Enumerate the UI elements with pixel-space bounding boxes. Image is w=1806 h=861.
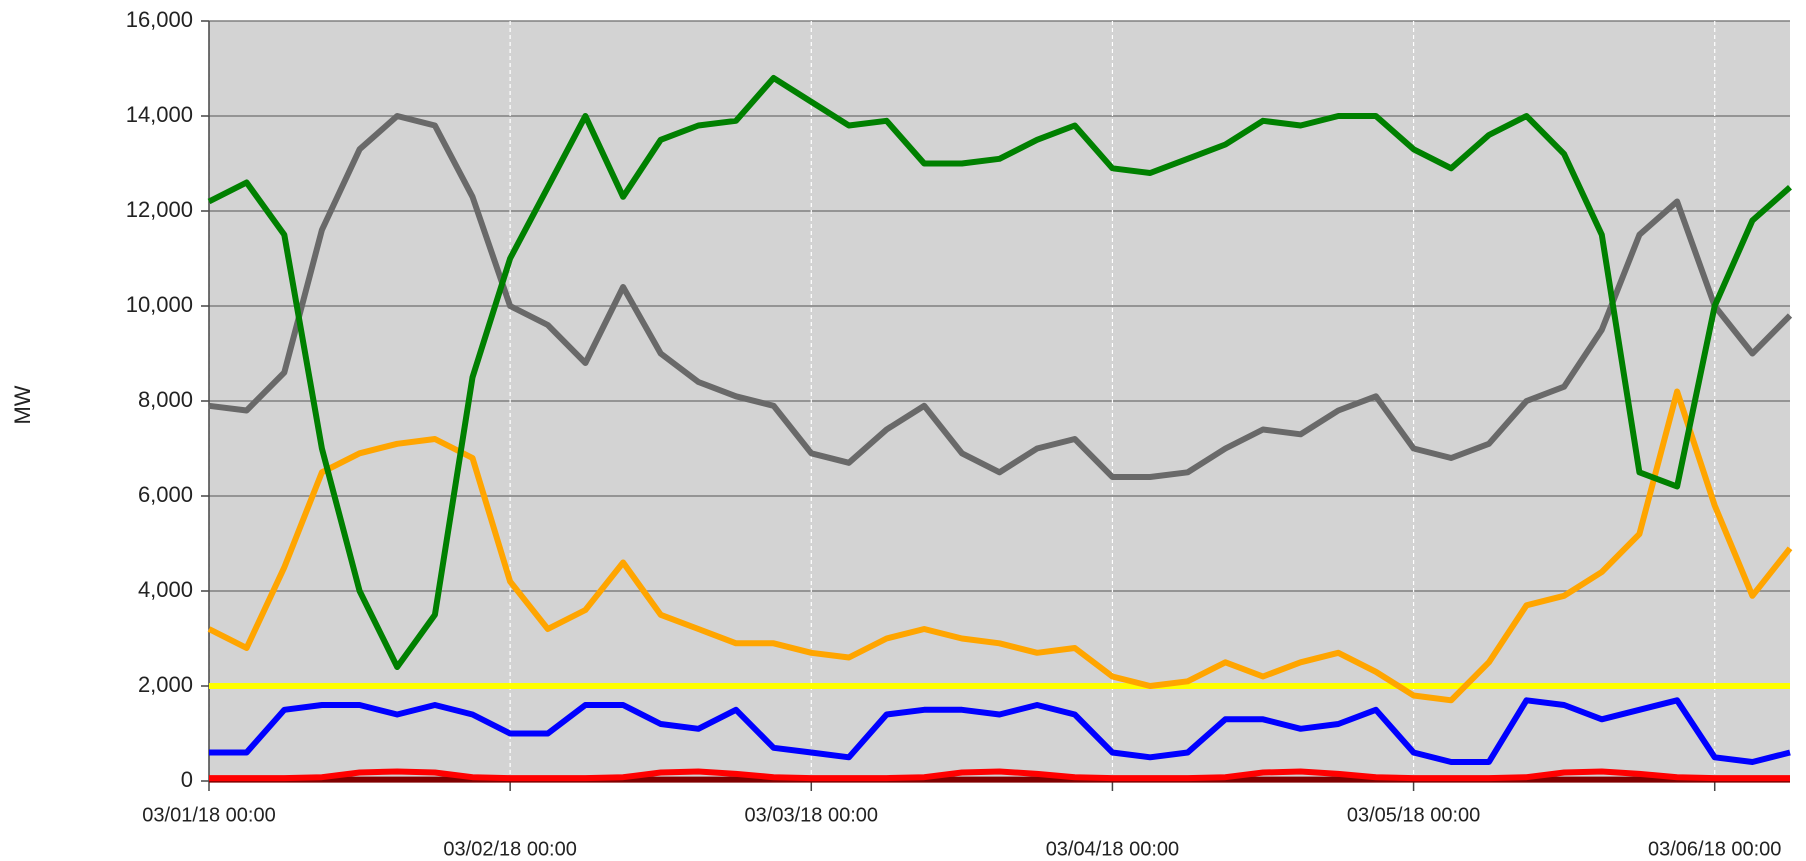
y-tick-label: 16,000: [126, 7, 193, 32]
series-line: [209, 697, 1791, 765]
y-tick-label: 6,000: [138, 482, 193, 507]
series-line: [208, 113, 1793, 480]
x-tick-label: 03/03/18 00:00: [745, 804, 878, 826]
x-tick-label: 03/01/18 00:00: [142, 804, 275, 826]
y-tick-label: 4,000: [138, 577, 193, 602]
y-tick-label: 8,000: [138, 387, 193, 412]
x-tick-label: 03/02/18 00:00: [443, 838, 576, 860]
y-tick-label: 2,000: [138, 672, 193, 697]
y-tick-label: 0: [181, 767, 193, 792]
x-tick-label: 03/04/18 00:00: [1046, 838, 1179, 860]
y-tick-label: 12,000: [126, 197, 193, 222]
series-line: [207, 75, 1792, 670]
series-line: [209, 768, 1790, 782]
y-tick-label: 14,000: [126, 102, 193, 127]
series-line: [207, 388, 1793, 704]
y-tick-label: 10,000: [126, 292, 193, 317]
y-axis-label: MW: [10, 385, 35, 424]
x-tick-label: 03/05/18 00:00: [1347, 804, 1480, 826]
x-tick-label: 03/06/18 00:00: [1648, 838, 1781, 860]
